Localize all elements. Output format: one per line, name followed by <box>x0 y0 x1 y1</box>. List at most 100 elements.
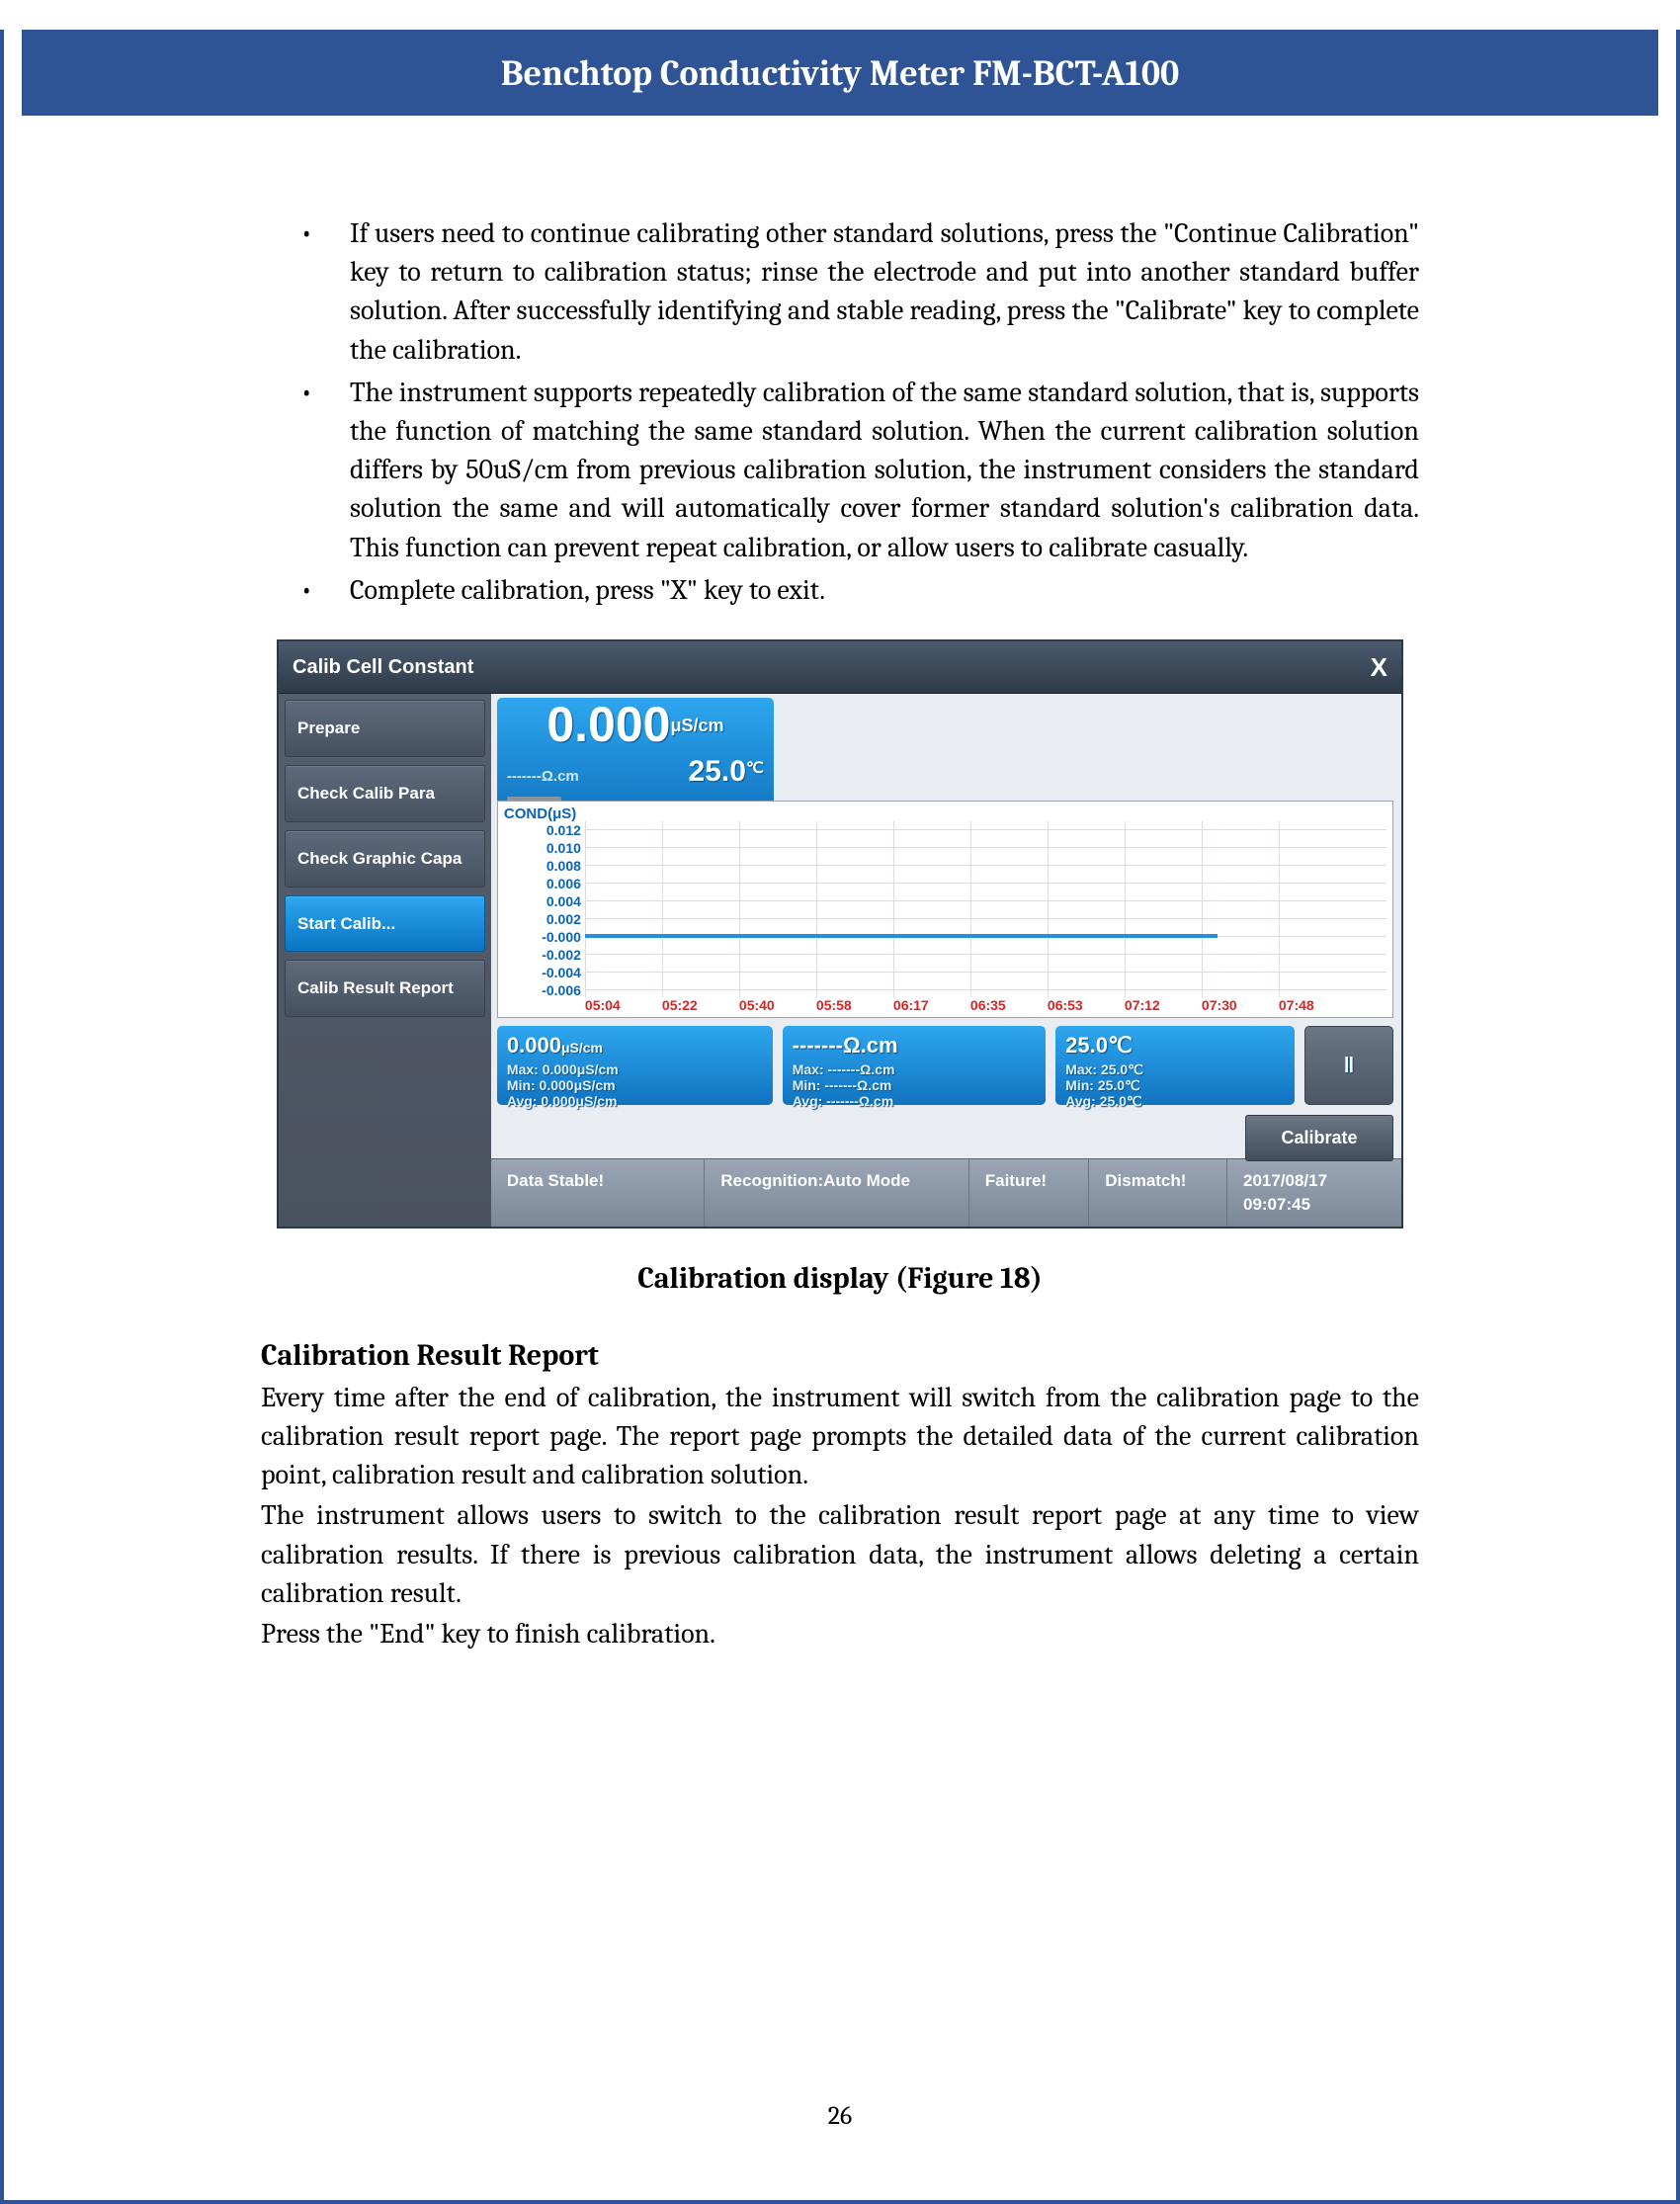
paragraph: Press the "End" key to finish calibratio… <box>261 1615 1419 1653</box>
summary-panels: 0.000μS/cm Max: 0.000μS/cm Min: 0.000μS/… <box>497 1026 1393 1105</box>
panel-row: Avg: -------Ω.cm <box>793 1093 1036 1109</box>
grid-line <box>585 883 1386 884</box>
device-body: Prepare Check Calib Para Check Graphic C… <box>279 694 1401 1227</box>
status-data-stable: Data Stable! <box>491 1159 705 1227</box>
bullet-item: Complete calibration, press "X" key to e… <box>300 571 1419 610</box>
y-tick: -0.000 <box>542 928 581 948</box>
grid-line <box>585 972 1386 973</box>
x-tick: 05:22 <box>662 996 698 1016</box>
y-tick: 0.010 <box>546 839 581 859</box>
section-heading: Calibration Result Report <box>261 1335 1419 1377</box>
paragraph: Every time after the end of calibration,… <box>261 1379 1419 1495</box>
calibrate-button[interactable]: Calibrate <box>1245 1115 1393 1161</box>
grid-line <box>1048 821 1049 997</box>
panel-ohm: -------Ω.cm Max: -------Ω.cm Min: ------… <box>783 1026 1046 1105</box>
grid-line <box>893 821 894 997</box>
grid-line <box>1202 821 1203 997</box>
device-sidebar: Prepare Check Calib Para Check Graphic C… <box>279 694 491 1227</box>
reading-temp-unit: ℃ <box>746 760 764 777</box>
sidebar-item-check-graphic-capa[interactable]: Check Graphic Capa <box>285 830 485 888</box>
content-area: If users need to continue calibrating ot… <box>4 116 1676 1653</box>
sidebar-item-calib-result-report[interactable]: Calib Result Report <box>285 960 485 1017</box>
grid-line <box>585 865 1386 866</box>
reading-temp: 25.0 <box>689 755 746 788</box>
header-title: Benchtop Conductivity Meter FM-BCT-A100 <box>501 53 1179 94</box>
status-datetime: 2017/08/17 09:07:45 <box>1227 1159 1401 1227</box>
grid-line <box>1125 821 1126 997</box>
grid-line <box>662 821 663 997</box>
x-tick: 07:12 <box>1125 996 1160 1016</box>
reading-ohm: -------Ω.cm <box>507 766 579 787</box>
grid-line <box>585 829 1386 830</box>
device-statusbar: Data Stable! Recognition:Auto Mode Faitu… <box>491 1158 1401 1227</box>
reading-value: 0.000 <box>546 697 670 752</box>
grid-line <box>585 989 1386 990</box>
reading-sub-row: -------Ω.cm 25.0℃ <box>507 751 764 793</box>
reading-value-row: 0.000μS/cm <box>507 700 764 749</box>
x-tick: 07:30 <box>1202 996 1237 1016</box>
pause-icon: ‖ <box>1344 1051 1355 1081</box>
panel-cond-unit: μS/cm <box>561 1040 603 1056</box>
page-header: Benchtop Conductivity Meter FM-BCT-A100 <box>22 30 1658 116</box>
panel-ohm-value: -------Ω.cm <box>793 1031 1036 1061</box>
bullet-item: If users need to continue calibrating ot… <box>300 214 1419 370</box>
panel-row: Max: -------Ω.cm <box>793 1061 1036 1077</box>
panel-row: Min: -------Ω.cm <box>793 1077 1036 1093</box>
reading-unit: μS/cm <box>670 716 723 735</box>
panel-row: Avg: 25.0℃ <box>1065 1093 1285 1109</box>
panel-row: Min: 0.000μS/cm <box>507 1077 763 1093</box>
grid-line <box>585 900 1386 901</box>
device-main: 0.000μS/cm -------Ω.cm 25.0℃ Stable COND… <box>491 694 1401 1227</box>
sidebar-item-start-calib[interactable]: Start Calib... <box>285 895 485 953</box>
close-icon[interactable]: X <box>1371 649 1387 685</box>
device-screenshot: Calib Cell Constant X Prepare Check Cali… <box>277 639 1403 1229</box>
grid-line <box>739 821 740 997</box>
y-tick: 0.002 <box>546 910 581 930</box>
paragraph: The instrument allows users to switch to… <box>261 1496 1419 1613</box>
grid-line <box>970 821 971 997</box>
panel-row: Max: 0.000μS/cm <box>507 1061 763 1077</box>
grid-line <box>585 821 586 997</box>
grid-line <box>585 847 1386 848</box>
x-tick: 06:17 <box>893 996 929 1016</box>
chart-data-line <box>585 934 1218 938</box>
sidebar-item-check-calib-para[interactable]: Check Calib Para <box>285 765 485 822</box>
panel-cond: 0.000μS/cm Max: 0.000μS/cm Min: 0.000μS/… <box>497 1026 773 1105</box>
pause-button[interactable]: ‖ <box>1304 1026 1393 1105</box>
y-tick: -0.004 <box>542 964 581 983</box>
figure-caption: Calibration display (Figure 18) <box>261 1258 1419 1300</box>
y-tick: -0.006 <box>542 981 581 1001</box>
x-tick: 07:48 <box>1279 996 1314 1016</box>
panel-cond-value: 0.000 <box>507 1033 561 1058</box>
panel-row: Avg: 0.000μS/cm <box>507 1093 763 1109</box>
x-tick: 05:40 <box>739 996 775 1016</box>
status-dismatch: Dismatch! <box>1089 1159 1227 1227</box>
sidebar-item-prepare[interactable]: Prepare <box>285 700 485 757</box>
device-titlebar: Calib Cell Constant X <box>279 641 1401 694</box>
grid-line <box>816 821 817 997</box>
panel-row: Min: 25.0℃ <box>1065 1077 1285 1093</box>
x-tick: 05:58 <box>816 996 852 1016</box>
page-number: 26 <box>4 2101 1676 2131</box>
x-tick: 05:04 <box>585 996 621 1016</box>
y-tick: 0.012 <box>546 821 581 841</box>
x-tick: 06:53 <box>1048 996 1083 1016</box>
x-tick: 06:35 <box>970 996 1006 1016</box>
status-failure: Faiture! <box>969 1159 1090 1227</box>
grid-line <box>585 918 1386 919</box>
grid-line <box>1279 821 1280 997</box>
panel-temp: 25.0℃ Max: 25.0℃ Min: 25.0℃ Avg: 25.0℃ <box>1055 1026 1295 1105</box>
grid-line <box>585 954 1386 955</box>
status-recognition: Recognition:Auto Mode <box>705 1159 968 1227</box>
y-tick: 0.006 <box>546 875 581 894</box>
conductivity-chart: COND(μS) 0.012 0.010 0.008 0.006 0.004 0… <box>497 801 1393 1018</box>
y-tick: 0.008 <box>546 857 581 877</box>
bullet-list: If users need to continue calibrating ot… <box>261 214 1419 610</box>
panel-temp-value: 25.0℃ <box>1065 1031 1285 1061</box>
y-tick: 0.004 <box>546 892 581 912</box>
device-title: Calib Cell Constant <box>293 653 473 681</box>
y-tick: -0.002 <box>542 946 581 966</box>
page-frame: Benchtop Conductivity Meter FM-BCT-A100 … <box>0 30 1680 2204</box>
panel-row: Max: 25.0℃ <box>1065 1061 1285 1077</box>
bullet-item: The instrument supports repeatedly calib… <box>300 374 1419 567</box>
